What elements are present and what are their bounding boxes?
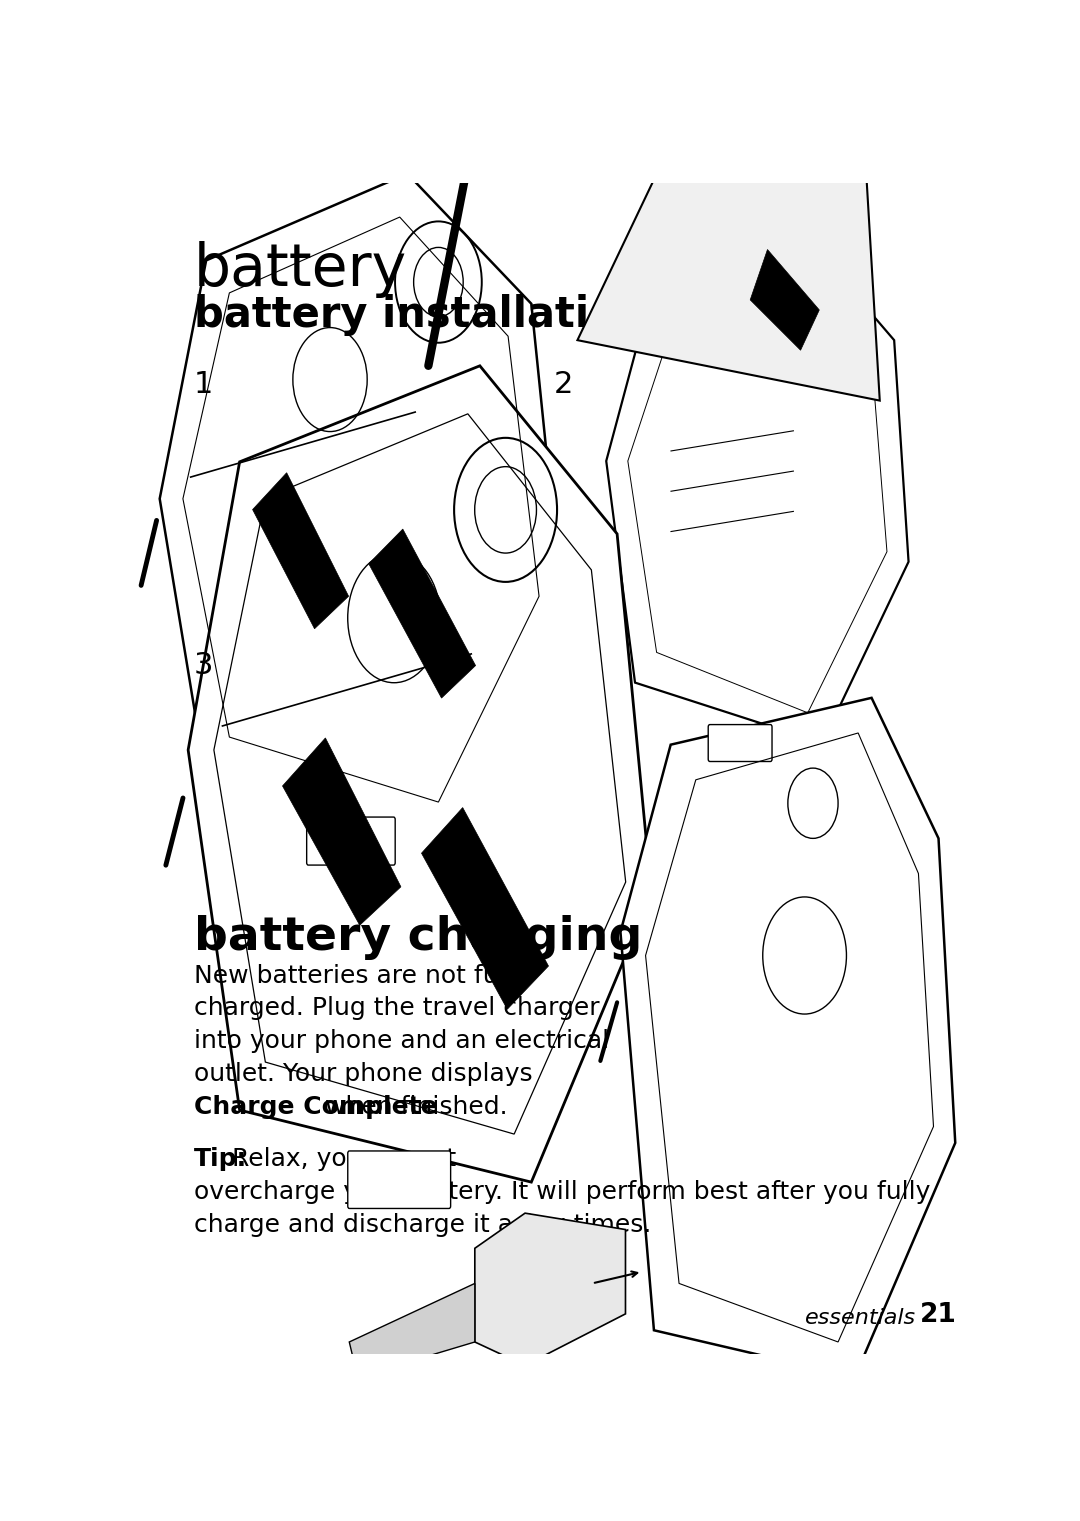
Polygon shape (578, 99, 880, 400)
Text: outlet. Your phone displays: outlet. Your phone displays (193, 1062, 532, 1086)
Polygon shape (606, 239, 908, 744)
FancyBboxPatch shape (708, 724, 772, 762)
Polygon shape (368, 529, 475, 698)
Text: 3: 3 (193, 651, 213, 680)
Text: overcharge your battery. It will perform best after you fully: overcharge your battery. It will perform… (193, 1180, 930, 1205)
Text: battery installation: battery installation (193, 294, 647, 336)
Polygon shape (349, 1284, 475, 1377)
Text: Relax, you cannot: Relax, you cannot (224, 1147, 456, 1171)
Polygon shape (160, 173, 563, 846)
FancyBboxPatch shape (348, 1151, 450, 1209)
Text: 1: 1 (193, 370, 213, 399)
Text: battery charging: battery charging (193, 914, 642, 960)
Polygon shape (188, 367, 651, 1182)
FancyBboxPatch shape (307, 817, 395, 865)
Text: essentials: essentials (805, 1308, 916, 1328)
Text: Charge Complete: Charge Complete (193, 1095, 437, 1119)
Polygon shape (253, 473, 349, 628)
Text: into your phone and an electrical: into your phone and an electrical (193, 1030, 609, 1053)
Polygon shape (475, 1214, 625, 1366)
Text: 21: 21 (920, 1302, 957, 1328)
Text: New batteries are not fully: New batteries are not fully (193, 964, 527, 987)
Text: when finished.: when finished. (316, 1095, 508, 1119)
Text: battery: battery (193, 240, 407, 298)
Text: 2: 2 (554, 370, 572, 399)
Text: charged. Plug the travel charger: charged. Plug the travel charger (193, 996, 599, 1021)
Text: Tip:: Tip: (193, 1147, 247, 1171)
Polygon shape (421, 808, 549, 1010)
Polygon shape (751, 249, 820, 350)
Polygon shape (283, 738, 401, 925)
Polygon shape (620, 698, 956, 1377)
Text: charge and discharge it a few times.: charge and discharge it a few times. (193, 1212, 651, 1237)
